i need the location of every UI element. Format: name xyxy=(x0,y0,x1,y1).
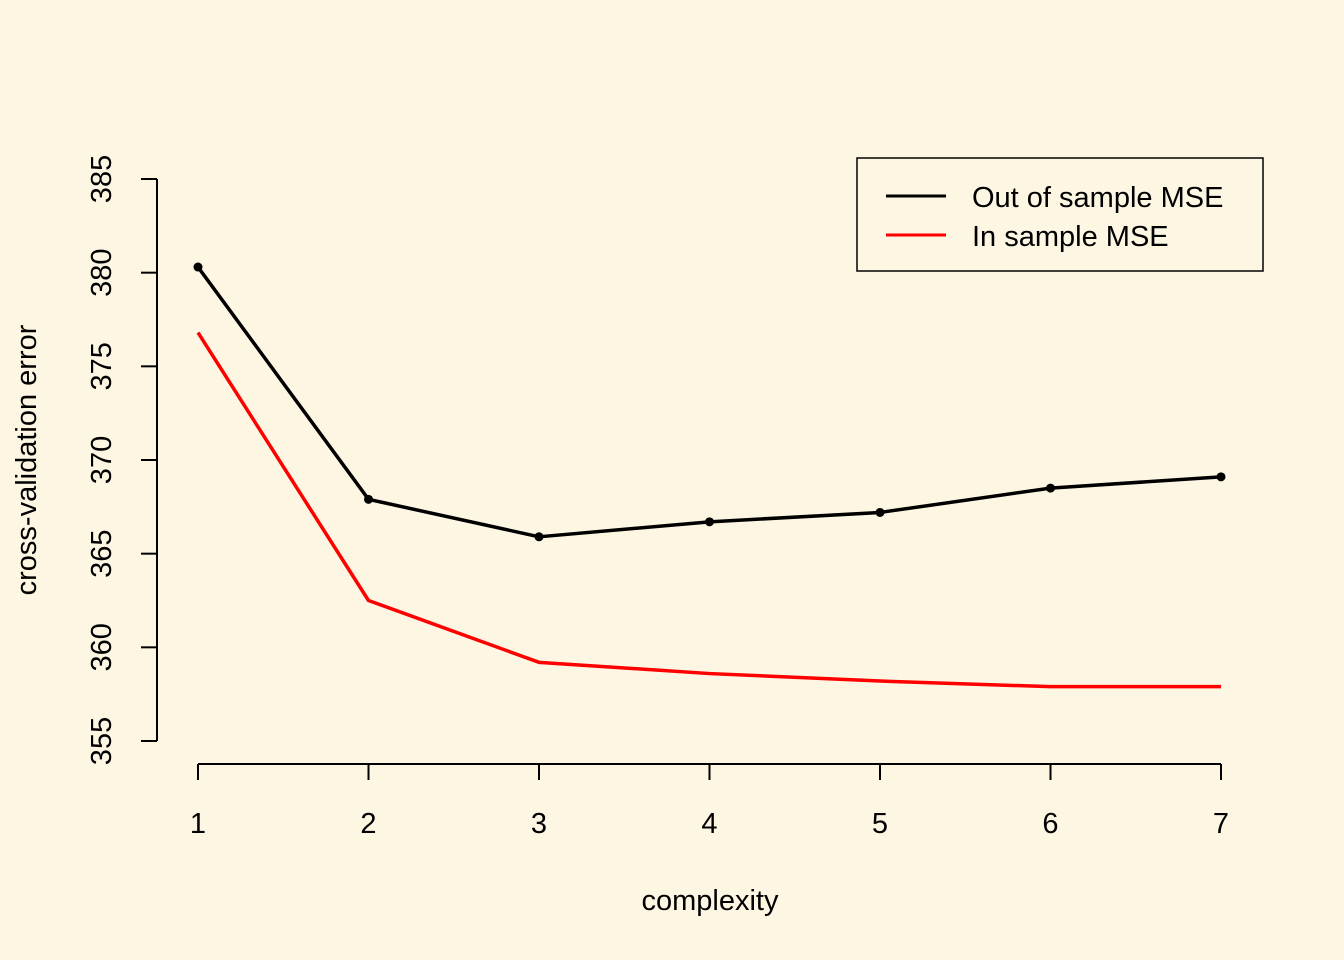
legend-label-out-of-sample: Out of sample MSE xyxy=(972,182,1223,214)
y-tick-label: 370 xyxy=(86,436,118,484)
x-tick-label: 3 xyxy=(531,808,547,840)
data-point-out-of-sample-mse xyxy=(535,532,544,541)
y-axis-title: cross-validation error xyxy=(11,324,43,595)
x-tick-label: 7 xyxy=(1213,808,1229,840)
y-tick-label: 380 xyxy=(86,248,118,296)
y-tick-label: 355 xyxy=(86,717,118,765)
legend-label-in-sample: In sample MSE xyxy=(972,221,1169,253)
y-tick-label: 385 xyxy=(86,155,118,203)
y-tick-label: 360 xyxy=(86,623,118,671)
data-point-out-of-sample-mse xyxy=(1046,484,1055,493)
x-tick-label: 1 xyxy=(190,808,206,840)
data-point-out-of-sample-mse xyxy=(705,517,714,526)
x-tick-label: 4 xyxy=(701,808,717,840)
x-tick-label: 5 xyxy=(872,808,888,840)
x-tick-label: 2 xyxy=(360,808,376,840)
data-point-out-of-sample-mse xyxy=(194,263,203,272)
x-tick-label: 6 xyxy=(1042,808,1058,840)
data-point-out-of-sample-mse xyxy=(1217,472,1226,481)
x-axis-title: complexity xyxy=(642,885,779,917)
y-tick-label: 365 xyxy=(86,529,118,577)
data-point-out-of-sample-mse xyxy=(876,508,885,517)
y-tick-label: 375 xyxy=(86,342,118,390)
data-point-out-of-sample-mse xyxy=(364,495,373,504)
